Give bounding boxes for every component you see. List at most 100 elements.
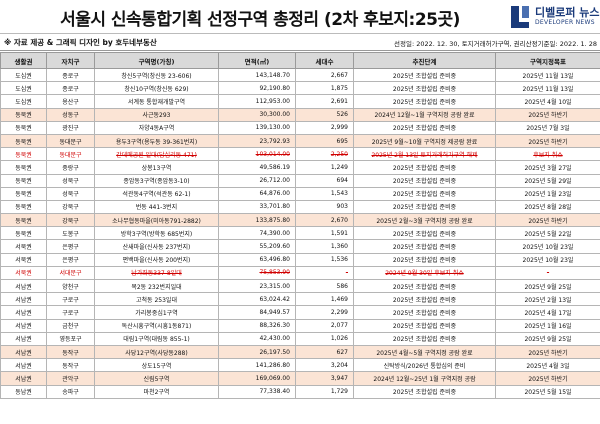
page-title: 서울시 신속통합기획 선정구역 총정리 (2차 후보지:25곳)	[60, 10, 460, 30]
table-row: 동북권 성동구 사근동293 30,300.00 526 2024년 12월~1월 구역지…	[0, 107, 600, 122]
cell-area: 동북권	[0, 133, 47, 149]
cell-units: 2,999	[295, 120, 354, 135]
cell-stage: 2025년 조합설립 준비중	[353, 186, 496, 201]
cell-area: 도심권	[0, 81, 47, 96]
cell-stage: 2025년 조합설립 준비중	[353, 331, 496, 346]
cell-district: 은평구	[46, 239, 95, 254]
zone-table: 생활권 자치구 구역명(가칭) 면적(㎡) 세대수 추진단계 구역지정목표 도심…	[0, 52, 600, 399]
cell-district: 동대문구	[46, 133, 95, 149]
cell-target: 2025년 하반기	[495, 107, 600, 122]
cell-zone-name: 석관동4구역(석관동 62-1)	[94, 186, 219, 201]
cell-target: 2025년 9월 25일	[495, 331, 600, 346]
credit-text: ※ 자료 제공 & 그래픽 디자인 by 호두네부동산	[4, 38, 157, 47]
cell-zone-name: 창신5구역(창신동 23-606)	[94, 67, 219, 83]
table-row: 도심권 종로구 창신10구역(창신동 629) 92,190.80 1,875 2025년…	[0, 81, 600, 96]
cell-area: 서남권	[0, 358, 47, 373]
cell-size: 141,286.80	[218, 358, 296, 373]
cell-units: 2,667	[295, 67, 354, 83]
cell-zone-name: 사당12구역(사당동288)	[94, 344, 219, 360]
cell-stage: 2025년 조합설립 준비중	[353, 278, 496, 294]
cell-stage: 2025년 9월~10월 구역지정 제공람 완료	[353, 133, 496, 149]
cell-district: 종로구	[46, 67, 95, 83]
cell-area: 동북권	[0, 213, 47, 228]
cell-district: 종로구	[46, 81, 95, 96]
cell-area: 동북권	[0, 226, 47, 241]
cell-size: 139,130.00	[218, 120, 296, 135]
cell-district: 동작구	[46, 358, 95, 373]
cell-district: 동작구	[46, 344, 95, 360]
cell-size: 63,496.80	[218, 252, 296, 267]
header-zone-name: 구역명(가칭)	[94, 52, 219, 69]
header-district: 자치구	[46, 52, 95, 69]
cell-units: 627	[295, 344, 354, 360]
cell-units: 2,670	[295, 213, 354, 228]
cell-stage: 2025년 조합설립 준비중	[353, 120, 496, 135]
table-row: 서남권 구로구 고척동 253일대 63,024.42 1,469 2025년 조합설립 …	[0, 292, 600, 307]
cell-district: 도봉구	[46, 226, 95, 241]
cell-target: 2025년 5월 29일	[495, 173, 600, 188]
cell-zone-name: 상봉13구역	[94, 160, 219, 175]
cell-size: 84,949.57	[218, 305, 296, 320]
table-row: 서남권 관악구 신림5구역 169,069.00 3,947 2024년 12월~25년 …	[0, 371, 600, 386]
cell-target: 2025년 4월 17일	[495, 305, 600, 320]
cell-size: 23,792.93	[218, 133, 296, 149]
cell-units: 1,591	[295, 226, 354, 241]
cell-stage: 2025년 조합설립 준비중	[353, 292, 496, 307]
cell-area: 서남권	[0, 292, 47, 307]
cell-target: 2025년 4월 10일	[495, 94, 600, 109]
cell-target: 후보지 취소	[495, 147, 600, 162]
cell-stage: 2025년 조합설립 준비중	[353, 252, 496, 267]
header-area: 생활권	[0, 52, 47, 69]
cell-zone-name: 종암동3구역(종암동3-10)	[94, 173, 219, 188]
cell-district: 서대문구	[46, 265, 95, 281]
cell-units: 526	[295, 107, 354, 122]
table-row: 서남권 동작구 상도15구역 141,286.80 3,204 신탁방식/2026년 통합…	[0, 358, 600, 373]
table-row: 서남권 금천구 독산시흥구역(시흥1동871) 88,326.30 2,077 2025년…	[0, 318, 600, 333]
cell-zone-name: 고척동 253일대	[94, 292, 219, 307]
cell-units: 2,691	[295, 94, 354, 109]
cell-area: 서북권	[0, 252, 47, 267]
cell-stage: 2024년 12월~25년 1월 구역지정 공람	[353, 371, 496, 386]
cell-district: 송파구	[46, 384, 95, 399]
cell-target: 2025년 4월 3일	[495, 358, 600, 373]
cell-area: 서남권	[0, 278, 47, 294]
cell-units: 1,536	[295, 252, 354, 267]
cell-stage: 2025년 조합설립 준비중	[353, 226, 496, 241]
cell-size: 23,315.00	[218, 278, 296, 294]
table-row: 서북권 은평구 편백마을(신사동 200번지) 63,496.80 1,536 2025년…	[0, 252, 600, 267]
cell-district: 성북구	[46, 186, 95, 201]
cell-units: 2,077	[295, 318, 354, 333]
cell-units: 1,543	[295, 186, 354, 201]
cell-units: -	[295, 265, 354, 281]
cell-zone-name: 편백마을(신사동 200번지)	[94, 252, 219, 267]
cell-area: 동남권	[0, 384, 47, 399]
cell-size: 74,390.00	[218, 226, 296, 241]
table-row: 동북권 중랑구 상봉13구역 49,586.19 1,249 2025년 조합설립 준비중…	[0, 160, 600, 175]
header-target: 구역지정목표	[495, 52, 600, 69]
cell-units: 2,299	[295, 305, 354, 320]
cell-area: 도심권	[0, 67, 47, 83]
cell-zone-name: 상도15구역	[94, 358, 219, 373]
cell-district: 영등포구	[46, 331, 95, 346]
cell-area: 서남권	[0, 371, 47, 386]
table-row: 동북권 동대문구 용두3구역(용두동 39-361번지) 23,792.93 695 20…	[0, 133, 600, 149]
cell-zone-name: 서계동 통합재개발구역	[94, 94, 219, 109]
table-row: 서남권 구로구 가리봉중심1구역 84,949.57 2,299 2025년 조합설립 준…	[0, 305, 600, 320]
cell-units: 1,360	[295, 239, 354, 254]
cell-size: 63,024.42	[218, 292, 296, 307]
cell-area: 서남권	[0, 305, 47, 320]
cell-stage: 2025년 조합설립 준비중	[353, 173, 496, 188]
logo: 디벨로퍼 뉴스 DEVELOPER NEWS	[508, 4, 600, 30]
cell-district: 은평구	[46, 252, 95, 267]
cell-units: 1,026	[295, 331, 354, 346]
cell-area: 도심권	[0, 94, 47, 109]
cell-zone-name: 대림1구역(대림동 855-1)	[94, 331, 219, 346]
cell-zone-name: 산새마을(신사동 237번지)	[94, 239, 219, 254]
table-row: 서남권 동작구 사당12구역(사당동288) 26,197.50 627 2025년 4월…	[0, 344, 600, 360]
table-row: 동북권 강북구 번동 441-3번지 33,701.80 903 2025년 조합설립 준…	[0, 199, 600, 215]
cell-zone-name: 번동 441-3번지	[94, 199, 219, 215]
cell-stage: 2025년 조합설립 준비중	[353, 199, 496, 215]
cell-size: 88,326.30	[218, 318, 296, 333]
cell-target: 2025년 9월 25일	[495, 278, 600, 294]
cell-area: 동북권	[0, 120, 47, 135]
